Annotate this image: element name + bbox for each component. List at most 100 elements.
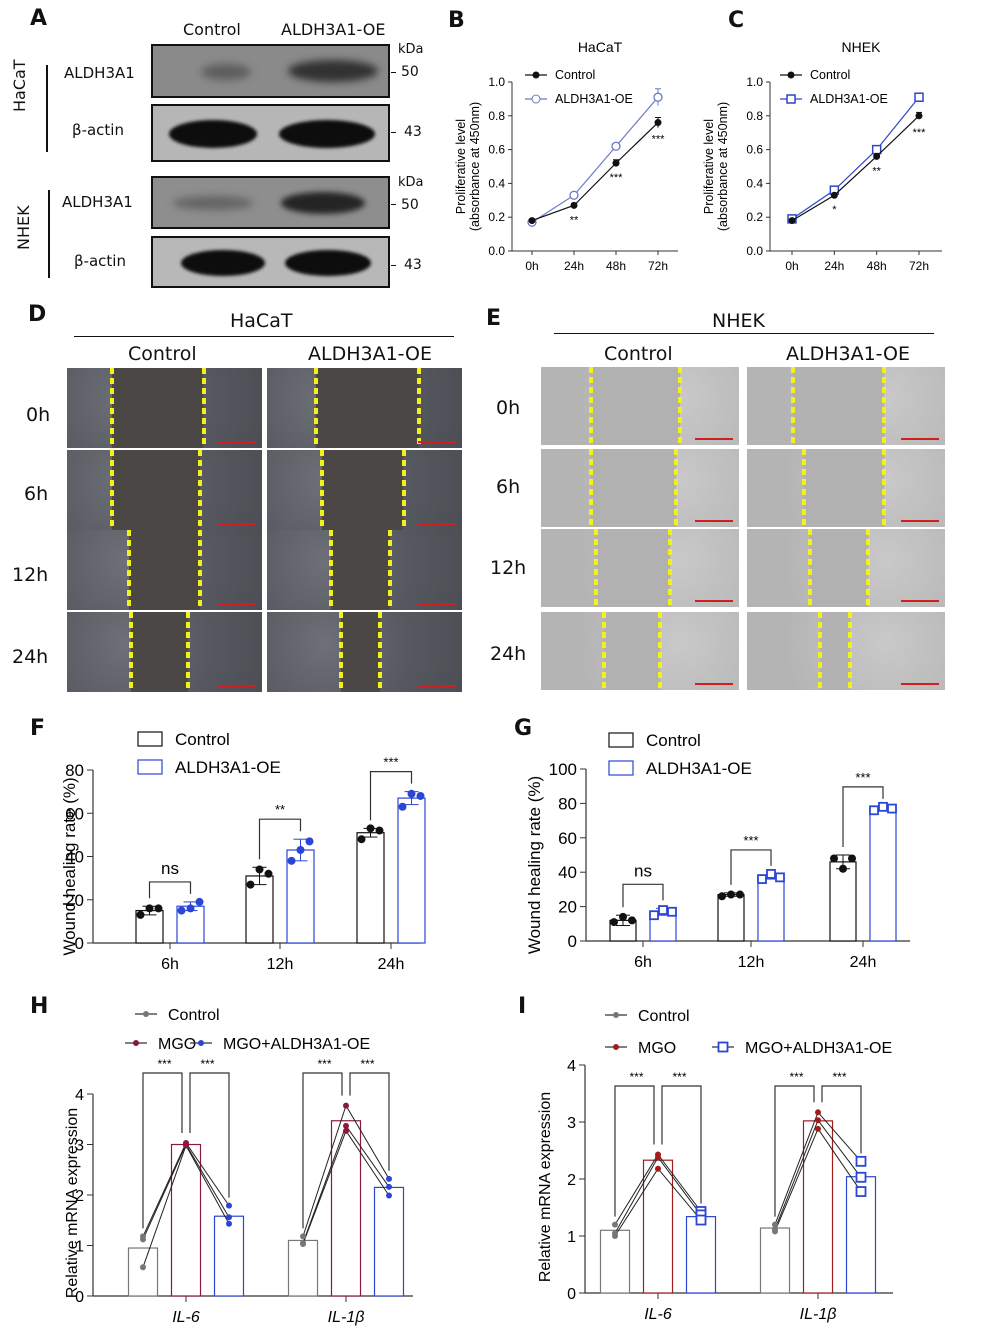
legend-swatch [137,759,163,775]
micrograph-control-12h [67,530,262,610]
wound-gap [341,612,381,692]
legend-marker [198,1040,204,1046]
blot-aldh3a1-nhek [151,176,390,229]
replicate-point [343,1127,349,1134]
wound-gap [131,612,188,692]
panel-label-d: D [28,302,47,327]
comparison-bracket [661,1085,702,1204]
data-point [873,152,881,160]
y-tick-label: 0.4 [488,176,505,190]
y-tick-label: 0.2 [488,210,505,224]
comparison-bracket [842,786,884,847]
scratch-row-label: 12h [12,564,49,586]
wound-edge-line [588,367,593,445]
y-axis-label: Relative mRNA expression [64,1108,81,1298]
western-blot-panel: Control ALDH3A1-OE HaCaT ALDH3A1 kDa 50 … [0,0,440,290]
marker-label: 50 [401,197,419,213]
wound-gap [810,529,868,607]
replicate-point [287,856,296,865]
wound-edge-line [185,612,190,692]
wound-edge-line [602,612,607,690]
wound-edge-line [594,529,599,607]
micrograph-aldh3a1-oe-24h [747,612,945,690]
scratch-row-label: 0h [26,404,51,426]
y-tick-label: 100 [549,760,577,779]
wound-edge-line [808,529,813,607]
group-bracket [48,190,50,278]
blot-group-label-hacat: HaCaT [10,59,29,112]
wound-gap [321,450,404,530]
bar-MGO+ALDH3A1-OE-IL-6 [685,1216,717,1294]
significance-label: ** [275,802,285,817]
series-line-Control [791,115,920,222]
comparison-bracket [148,881,192,899]
replicate-point [140,1264,146,1271]
significance-label: *** [317,1057,331,1071]
band-oe [285,250,371,276]
comparison-bracket [258,818,302,860]
replicate-point [407,789,416,798]
replicate-point [145,904,154,913]
blot-protein-label: ALDH3A1 [62,193,133,211]
wound-gap [331,530,390,610]
y-axis-label: (absorbance at 450nm) [468,102,482,231]
comparison-bracket [622,883,664,908]
significance-label: *** [360,1057,374,1071]
y-tick-label: 60 [558,829,577,848]
series-line-ALDH3A1-OE [791,96,920,220]
scale-bar [218,523,256,525]
band-control [181,250,265,276]
scratch-col-label: Control [604,343,673,365]
comparison-bracket [189,1072,230,1198]
replicate-point [766,869,776,879]
replicate-point [195,897,204,906]
micrograph-aldh3a1-oe-0h [747,367,945,445]
x-tick-label: IL-6 [644,1306,672,1323]
legend-label: Control [168,1007,220,1024]
legend-label: MGO+ALDH3A1-OE [745,1040,892,1057]
y-tick-label: 0 [568,932,577,951]
significance-label: *** [610,172,624,184]
chart-c-proliferation-nhek: NHEK Proliferative level (absorbance at 45… [702,39,942,273]
data-point [612,159,620,167]
comparison-bracket [614,1085,655,1217]
significance-label: *** [672,1070,686,1084]
replicate-point [375,826,384,835]
panel-label-a: A [30,6,48,31]
significance-label: *** [629,1070,643,1084]
replicate-point [772,1221,778,1228]
replicate-point [343,1122,349,1129]
marker-label: 43 [404,124,422,140]
scratch-col-label: Control [128,343,197,365]
wound-gap [804,449,884,527]
legend-marker [786,94,796,104]
comparison-bracket [730,849,772,885]
band-control [201,64,251,80]
replicate-point [855,1155,867,1167]
replicate-point [655,1154,661,1161]
band-oe [288,60,378,82]
wound-gap [590,367,680,445]
wound-edge-line [109,450,114,530]
y-axis-label: (absorbance at 450nm) [716,102,730,231]
data-point [654,119,662,127]
replicate-point [815,1117,821,1124]
bar-MGO-IL-6 [642,1159,674,1294]
replicate-point [848,854,856,863]
wound-edge-line [197,450,202,530]
scale-bar [901,600,939,602]
x-tick-label: 48h [606,259,626,273]
data-point [611,141,621,151]
legend-label: MGO [158,1036,196,1053]
wound-edge-line [319,450,324,530]
replicate-point [305,837,314,846]
replicate-point [649,910,659,921]
bar-Control-IL-1β [287,1239,319,1297]
marker-tick [391,132,396,133]
significance-label: *** [743,833,758,848]
x-tick-label: 12h [738,954,765,971]
wound-edge-line [881,367,886,445]
scratch-row-label: 0h [496,397,521,419]
y-tick-label: 1 [567,1229,576,1246]
replicate-point [855,1186,867,1197]
